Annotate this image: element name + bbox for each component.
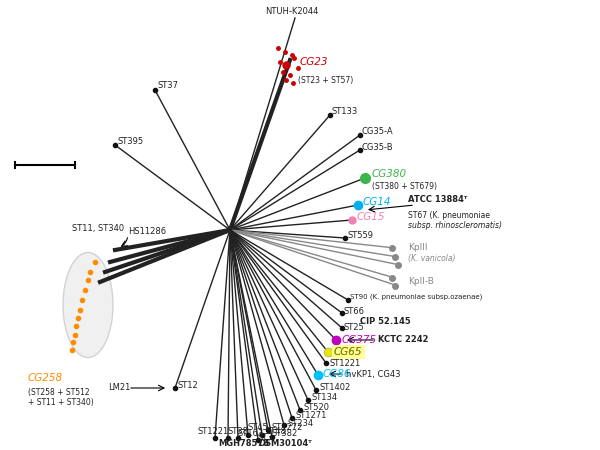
Text: ST1402: ST1402 xyxy=(320,383,351,392)
Text: subsp. rhinoscleromatis): subsp. rhinoscleromatis) xyxy=(408,220,502,230)
Text: ST133: ST133 xyxy=(332,107,358,116)
Text: ST11, ST340: ST11, ST340 xyxy=(72,224,124,233)
Text: ST1271: ST1271 xyxy=(296,410,328,419)
Text: CG380: CG380 xyxy=(372,169,407,179)
Text: LM21: LM21 xyxy=(108,383,130,392)
Text: CG15: CG15 xyxy=(357,212,386,222)
Text: KCTC 2242: KCTC 2242 xyxy=(378,336,428,345)
Text: CG35-A: CG35-A xyxy=(362,126,394,135)
Text: CG375: CG375 xyxy=(342,335,377,345)
Text: ATCC 13884ᵀ: ATCC 13884ᵀ xyxy=(408,194,467,203)
Ellipse shape xyxy=(63,252,113,357)
Text: CIP 52.145: CIP 52.145 xyxy=(360,316,411,325)
Text: ST25: ST25 xyxy=(344,324,365,333)
Text: KpII-B: KpII-B xyxy=(408,278,434,287)
Text: ST1272: ST1272 xyxy=(272,423,304,432)
Text: CG23: CG23 xyxy=(300,57,329,67)
Text: ST48: ST48 xyxy=(265,427,286,436)
Text: CG65: CG65 xyxy=(334,347,362,357)
Text: ST67 (K. pneumoniae: ST67 (K. pneumoniae xyxy=(408,211,490,220)
Text: ST66: ST66 xyxy=(344,306,365,315)
Text: ST1221: ST1221 xyxy=(330,359,361,368)
Text: CG86: CG86 xyxy=(323,369,352,379)
Text: ST163: ST163 xyxy=(238,429,264,438)
Text: hvKP1, CG43: hvKP1, CG43 xyxy=(346,369,401,378)
Text: ST134: ST134 xyxy=(312,393,338,402)
Text: ST234: ST234 xyxy=(288,418,314,427)
Text: (K. vanicola): (K. vanicola) xyxy=(408,253,455,262)
Text: (ST258 + ST512: (ST258 + ST512 xyxy=(28,387,89,396)
Text: DSM30104ᵀ: DSM30104ᵀ xyxy=(258,440,312,449)
Text: CG65: CG65 xyxy=(334,347,362,357)
Text: CG14: CG14 xyxy=(363,197,392,207)
Text: ST90 (K. pneumoniae subsp.ozaenae): ST90 (K. pneumoniae subsp.ozaenae) xyxy=(350,294,482,300)
Text: MGH78578: MGH78578 xyxy=(218,440,269,449)
Text: ST37: ST37 xyxy=(158,81,179,90)
Text: (ST23 + ST57): (ST23 + ST57) xyxy=(298,76,353,85)
Text: HS11286: HS11286 xyxy=(128,228,166,237)
Text: ST12: ST12 xyxy=(178,381,199,390)
Text: ST45: ST45 xyxy=(248,423,269,432)
Text: CG258: CG258 xyxy=(28,373,63,383)
Text: (ST380 + ST679): (ST380 + ST679) xyxy=(372,181,437,190)
Text: ST38: ST38 xyxy=(228,428,249,436)
Text: NTUH-K2044: NTUH-K2044 xyxy=(265,8,319,17)
Text: ST382: ST382 xyxy=(272,428,298,437)
Text: ST520: ST520 xyxy=(304,402,330,411)
Text: CG35-B: CG35-B xyxy=(362,143,394,152)
Text: ST559: ST559 xyxy=(347,230,373,239)
Text: + ST11 + ST340): + ST11 + ST340) xyxy=(28,399,94,408)
Text: ST3: ST3 xyxy=(258,433,274,442)
Text: ST1221: ST1221 xyxy=(198,428,229,436)
Text: ST395: ST395 xyxy=(118,136,144,145)
Text: KpIII: KpIII xyxy=(408,243,427,252)
